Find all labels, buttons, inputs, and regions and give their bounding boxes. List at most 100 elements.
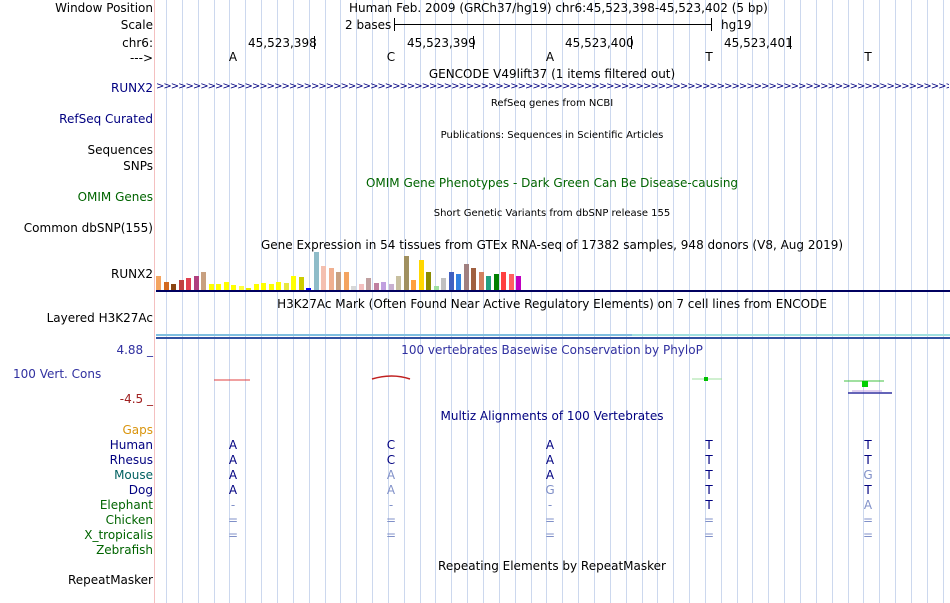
gtex-bar-plot[interactable] [156,252,536,290]
gtex-tissue-bar[interactable] [486,276,491,290]
gtex-tissue-bar[interactable] [366,278,371,290]
gtex-tissue-bar[interactable] [448,272,454,290]
gtex-tissue-bar[interactable] [501,272,506,290]
ref-base-1: A [228,50,238,64]
gtex-tissue-bar[interactable] [396,276,401,290]
gtex-tissue-bar[interactable] [351,286,356,290]
gtex-tissue-bar[interactable] [516,276,521,290]
gtex-tissue-bar[interactable] [208,284,214,290]
gtex-tissue-bar[interactable] [186,278,191,290]
gtex-tissue-bar[interactable] [223,282,229,290]
coord-2: 45,523,399 [407,36,476,50]
gtex-tissue-bar[interactable] [291,276,296,290]
gencode-gene-label[interactable]: RUNX2 [111,81,153,95]
multiz-track-title[interactable]: Multiz Alignments of 100 Vertebrates [440,409,664,423]
snps-track-label[interactable]: SNPs [123,159,153,173]
omim-track-title[interactable]: OMIM Gene Phenotypes - Dark Green Can Be… [365,176,739,190]
aligned-base: A [545,468,555,482]
gtex-tissue-bar[interactable] [508,274,514,290]
gtex-tissue-bar[interactable] [306,288,311,290]
species-elephant-label[interactable]: Elephant [99,498,153,512]
gtex-tissue-bar[interactable] [433,286,439,290]
gtex-tissue-bar[interactable] [471,268,476,290]
cons-signal-plot[interactable] [156,355,950,400]
gtex-tissue-bar[interactable] [403,256,409,290]
gtex-tissue-bar[interactable] [456,274,461,290]
h3k27ac-signal-band-3 [632,334,950,336]
gtex-tissue-bar[interactable] [261,283,266,290]
refseq-track-title[interactable]: RefSeq genes from NCBI [490,98,614,109]
gtex-tissue-bar[interactable] [193,276,199,290]
species-rhesus-label[interactable]: Rhesus [109,453,153,467]
gtex-tissue-bar[interactable] [336,272,341,290]
gtex-tissue-bar[interactable] [441,278,446,290]
gencode-track-title[interactable]: GENCODE V49lift37 (1 items filtered out) [428,67,676,81]
gtex-tissue-bar[interactable] [328,268,334,290]
aligned-base: C [386,453,396,467]
gtex-tissue-bar[interactable] [381,282,386,290]
gtex-tissue-bar[interactable] [201,272,206,290]
gtex-tissue-bar[interactable] [358,284,364,290]
gtex-tissue-bar[interactable] [493,274,499,290]
aligned-base: A [545,453,555,467]
gtex-track-title[interactable]: Gene Expression in 54 tissues from GTEx … [260,238,844,252]
gtex-gene-label[interactable]: RUNX2 [111,267,153,281]
gtex-tissue-bar[interactable] [463,264,469,290]
h3k27ac-track-title[interactable]: H3K27Ac Mark (Often Found Near Active Re… [277,297,827,311]
dbsnp-track-label[interactable]: Common dbSNP(155) [23,221,153,235]
gtex-tissue-bar[interactable] [216,284,221,290]
gtex-tissue-bar[interactable] [388,284,394,290]
gtex-tissue-bar[interactable] [156,276,161,290]
aligned-base: = [544,513,556,527]
gtex-tissue-bar[interactable] [268,284,274,290]
refseq-track-label[interactable]: RefSeq Curated [59,112,153,126]
gtex-tissue-bar[interactable] [238,286,244,290]
gtex-tissue-bar[interactable] [313,252,319,290]
gtex-tissue-bar[interactable] [163,282,169,290]
species-human-label[interactable]: Human [109,438,153,452]
species-mouse-label[interactable]: Mouse [114,468,153,482]
grid-line [325,0,326,603]
cons-track-label[interactable]: 100 Vert. Cons [13,367,102,381]
gtex-tissue-bar[interactable] [426,272,431,290]
scale-bar-left-tick [394,18,395,31]
gtex-tissue-bar[interactable] [253,284,259,290]
gtex-tissue-bar[interactable] [283,283,289,290]
grid-line [562,0,563,603]
cons-mark-2 [371,375,411,380]
gtex-tissue-bar[interactable] [276,282,281,290]
species-dog-label[interactable]: Dog [128,483,153,497]
gtex-tissue-bar[interactable] [343,272,349,290]
omim-track-label[interactable]: OMIM Genes [77,190,153,204]
cons-track-title[interactable]: 100 vertebrates Basewise Conservation by… [401,343,703,357]
species-zebrafish-label[interactable]: Zebrafish [96,543,153,557]
scale-text: 2 bases [345,18,392,32]
grid-line [832,0,833,603]
gencode-gene-arrows[interactable]: >>>>>>>>>>>>>>>>>>>>>>>>>>>>>>>>>>>>>>>>… [156,81,949,92]
species-xtropicalis-label[interactable]: X_tropicalis [84,528,153,542]
aligned-base: T [864,438,872,452]
rmsk-track-label[interactable]: RepeatMasker [67,573,153,587]
cons-max-label: 4.88 _ [116,343,153,357]
rmsk-track-title[interactable]: Repeating Elements by RepeatMasker [438,559,666,573]
grid-line [657,0,658,603]
gtex-tissue-bar[interactable] [478,272,484,290]
grid-line [531,0,532,603]
gtex-tissue-bar[interactable] [178,280,184,290]
pubs-track-label[interactable]: Sequences [87,143,153,157]
gtex-tissue-bar[interactable] [418,260,424,290]
h3k27ac-track-label[interactable]: Layered H3K27Ac [46,311,153,325]
gtex-tissue-bar[interactable] [171,284,176,290]
grid-line [705,0,706,603]
pubs-track-title[interactable]: Publications: Sequences in Scientific Ar… [440,130,664,141]
gtex-tissue-bar[interactable] [321,266,326,290]
grid-line [673,0,674,603]
dbsnp-track-title[interactable]: Short Genetic Variants from dbSNP releas… [433,208,671,219]
gtex-tissue-bar[interactable] [298,277,304,290]
gtex-tissue-bar[interactable] [411,280,416,290]
species-chicken-label[interactable]: Chicken [105,513,153,527]
aligned-base: = [703,513,715,527]
gtex-tissue-bar[interactable] [246,288,251,290]
gtex-tissue-bar[interactable] [373,283,379,290]
gtex-tissue-bar[interactable] [231,285,236,290]
